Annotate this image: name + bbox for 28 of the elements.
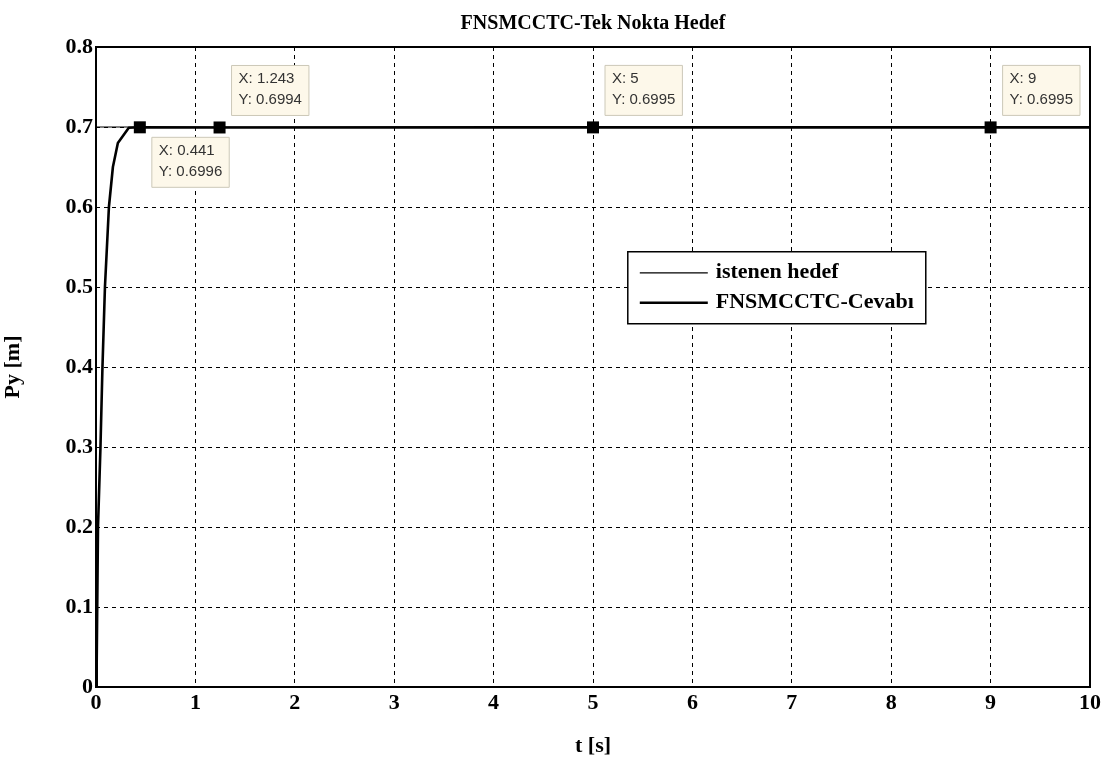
- x-axis-title: t [s]: [574, 732, 612, 758]
- annotation: X: 9 Y: 0.6995: [1009, 69, 1074, 108]
- y-tick-label: 0.3: [65, 432, 93, 458]
- x-tick-label: 2: [289, 688, 301, 714]
- annotation: X: 0.441 Y: 0.6996: [158, 140, 223, 179]
- y-axis-title: Py [m]: [0, 335, 24, 399]
- x-tick-label: 1: [189, 688, 201, 714]
- x-tick-label: 6: [686, 688, 698, 714]
- y-tick-label: 0.7: [65, 112, 93, 138]
- y-tick-label: 0.2: [65, 512, 93, 538]
- y-tick-label: 0.1: [65, 592, 93, 618]
- x-tick-label: 8: [885, 688, 897, 714]
- y-tick-label: 0.5: [65, 272, 93, 298]
- annotation: X: 5 Y: 0.6995: [612, 69, 676, 108]
- y-tick-label: 0.4: [65, 352, 93, 378]
- x-tick-label: 4: [488, 688, 500, 714]
- chart-title: FNSMCCTC-Tek Nokta Hedef: [460, 11, 726, 34]
- y-tick-label: 0: [82, 672, 93, 698]
- y-tick-label: 0.6: [65, 192, 93, 218]
- x-tick-label: 9: [985, 688, 997, 714]
- x-tick-label: 5: [587, 688, 599, 714]
- legend-label: istenen hedef: [715, 258, 840, 284]
- x-tick-label: 3: [388, 688, 400, 714]
- y-tick-label: 0.8: [65, 32, 93, 58]
- annotation: X: 1.243 Y: 0.6994: [238, 69, 302, 108]
- x-tick-label: 10: [1079, 688, 1101, 714]
- x-tick-label: 7: [786, 688, 798, 714]
- legend-label: FNSMCCTC-Cevabı: [715, 288, 914, 314]
